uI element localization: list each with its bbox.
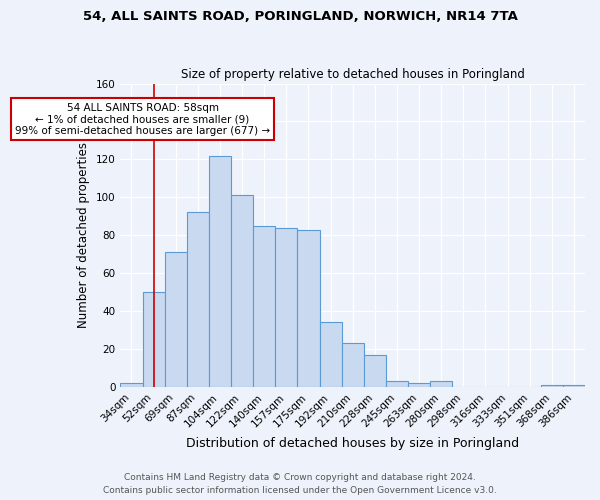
Text: 54 ALL SAINTS ROAD: 58sqm
← 1% of detached houses are smaller (9)
99% of semi-de: 54 ALL SAINTS ROAD: 58sqm ← 1% of detach…	[15, 102, 270, 136]
Bar	[430, 382, 452, 387]
Bar	[298, 230, 320, 387]
Bar	[253, 226, 275, 387]
Bar	[209, 156, 231, 387]
X-axis label: Distribution of detached houses by size in Poringland: Distribution of detached houses by size …	[186, 437, 519, 450]
Bar	[164, 252, 187, 387]
Bar	[563, 385, 585, 387]
Bar	[386, 382, 408, 387]
Bar	[187, 212, 209, 387]
Title: Size of property relative to detached houses in Poringland: Size of property relative to detached ho…	[181, 68, 524, 81]
Bar	[320, 322, 341, 387]
Text: 54, ALL SAINTS ROAD, PORINGLAND, NORWICH, NR14 7TA: 54, ALL SAINTS ROAD, PORINGLAND, NORWICH…	[83, 10, 517, 23]
Text: Contains HM Land Registry data © Crown copyright and database right 2024.
Contai: Contains HM Land Registry data © Crown c…	[103, 474, 497, 495]
Bar	[121, 383, 143, 387]
Y-axis label: Number of detached properties: Number of detached properties	[77, 142, 90, 328]
Bar	[143, 292, 164, 387]
Bar	[275, 228, 298, 387]
Bar	[341, 344, 364, 387]
Bar	[231, 196, 253, 387]
Bar	[408, 383, 430, 387]
Bar	[541, 385, 563, 387]
Bar	[364, 354, 386, 387]
